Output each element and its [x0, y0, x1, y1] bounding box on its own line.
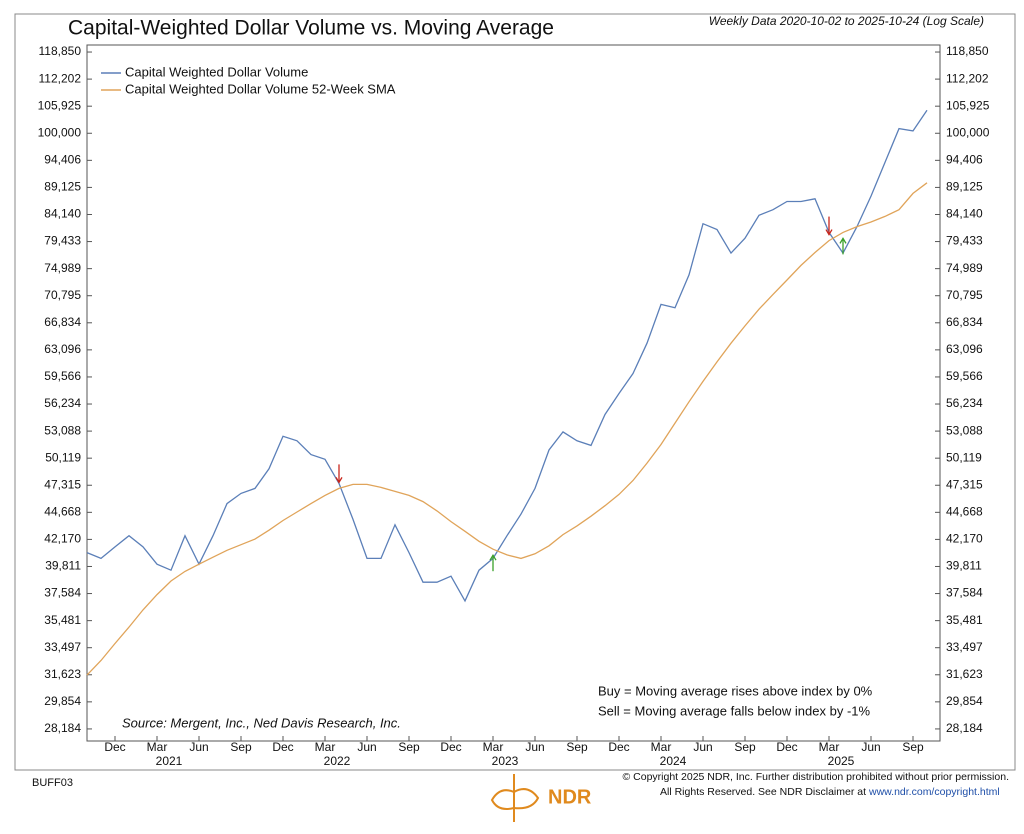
x-tick-label: Dec: [440, 740, 461, 754]
y2-tick-label: 79,433: [946, 234, 983, 248]
legend-label: Capital Weighted Dollar Volume 52-Week S…: [125, 81, 396, 96]
annotation: Sell = Moving average falls below index …: [598, 703, 871, 718]
y2-tick-label: 66,834: [946, 315, 983, 329]
x-tick-label: Mar: [147, 740, 168, 754]
x-tick-label: Dec: [272, 740, 293, 754]
chart-code: BUFF03: [32, 777, 73, 789]
x-tick-label: Jun: [525, 740, 544, 754]
y-tick-label: 47,315: [44, 477, 81, 491]
y-tick-label: 29,854: [44, 694, 81, 708]
annotation: Buy = Moving average rises above index b…: [598, 683, 873, 698]
x-tick-label: Sep: [230, 740, 252, 754]
y-tick-label: 28,184: [44, 721, 81, 735]
year-label: 2022: [324, 754, 351, 768]
y-tick-label: 63,096: [44, 342, 81, 356]
plot-area: [86, 44, 941, 742]
source: Source: Mergent, Inc., Ned Davis Researc…: [122, 715, 401, 730]
y2-tick-label: 63,096: [946, 342, 983, 356]
y-tick-label: 50,119: [45, 450, 81, 464]
frame: [14, 13, 1016, 771]
y-tick-label: 100,000: [38, 125, 82, 139]
chart-title: Capital-Weighted Dollar Volume vs. Movin…: [68, 17, 554, 40]
x-tick-label: Dec: [776, 740, 797, 754]
y2-tick-label: 59,566: [946, 369, 983, 383]
y2-tick-label: 74,989: [946, 261, 983, 275]
chart-subtitle: Weekly Data 2020-10-02 to 2025-10-24 (Lo…: [709, 14, 984, 28]
y2-tick-label: 112,202: [946, 71, 989, 85]
buy-arrow-head: [839, 237, 847, 244]
x-tick-label: Dec: [608, 740, 629, 754]
x-tick-label: Sep: [734, 740, 756, 754]
y2-tick-label: 37,584: [946, 586, 983, 600]
sell-arrow-head: [335, 477, 343, 484]
x-tick-label: Jun: [189, 740, 208, 754]
x-tick-label: Dec: [104, 740, 125, 754]
logo: NDR: [490, 774, 592, 822]
x-tick-label: Jun: [861, 740, 880, 754]
y-tick-label: 112,202: [39, 71, 82, 85]
y2-tick-label: 28,184: [946, 721, 983, 735]
y-tick-label: 84,140: [44, 207, 81, 221]
y-tick-label: 79,433: [44, 234, 81, 248]
series-line: [86, 182, 928, 676]
sell-arrow-head: [825, 229, 833, 236]
legend-label: Capital Weighted Dollar Volume: [125, 64, 308, 79]
y2-tick-label: 56,234: [946, 396, 983, 410]
y-tick-label: 70,795: [44, 288, 81, 302]
y-tick-label: 59,566: [44, 369, 81, 383]
logo-text: NDR: [548, 786, 592, 808]
y2-tick-label: 94,406: [946, 153, 983, 167]
y2-tick-label: 29,854: [946, 694, 983, 708]
x-tick-label: Mar: [819, 740, 840, 754]
y2-tick-label: 100,000: [946, 125, 990, 139]
copyright: © Copyright 2025 NDR, Inc. Further distr…: [623, 771, 1010, 783]
rights: All Rights Reserved. See NDR Disclaimer …: [660, 786, 866, 798]
year-label: 2025: [828, 754, 855, 768]
x-tick-label: Jun: [357, 740, 376, 754]
y-tick-label: 37,584: [44, 586, 81, 600]
x-tick-label: Sep: [398, 740, 420, 754]
year-label: 2021: [156, 754, 183, 768]
x-tick-label: Mar: [651, 740, 672, 754]
series-line: [86, 109, 928, 603]
x-tick-label: Sep: [566, 740, 588, 754]
y2-tick-label: 89,125: [946, 180, 983, 194]
y2-tick-label: 50,119: [946, 450, 982, 464]
y-tick-label: 33,497: [44, 640, 81, 654]
y2-tick-label: 39,811: [946, 559, 982, 573]
x-tick-label: Sep: [902, 740, 924, 754]
x-tick-label: Mar: [315, 740, 336, 754]
y-tick-label: 74,989: [44, 261, 81, 275]
year-label: 2024: [660, 754, 687, 768]
y2-tick-label: 31,623: [946, 667, 983, 681]
y2-tick-label: 53,088: [946, 423, 983, 437]
y2-tick-label: 84,140: [946, 207, 983, 221]
y2-tick-label: 44,668: [946, 505, 983, 519]
y2-tick-label: 35,481: [946, 613, 983, 627]
y2-tick-label: 42,170: [946, 532, 983, 546]
y-tick-label: 56,234: [44, 396, 81, 410]
y2-tick-label: 70,795: [946, 288, 983, 302]
y2-tick-label: 33,497: [946, 640, 983, 654]
disclaimer-link[interactable]: www.ndr.com/copyright.html: [868, 786, 1000, 798]
y-tick-label: 94,406: [44, 153, 81, 167]
year-label: 2023: [492, 754, 519, 768]
y-tick-label: 66,834: [44, 315, 81, 329]
y-tick-label: 89,125: [44, 180, 81, 194]
y-tick-label: 42,170: [44, 532, 81, 546]
y-tick-label: 39,811: [45, 559, 81, 573]
y-tick-label: 105,925: [38, 98, 82, 112]
y2-tick-label: 47,315: [946, 477, 983, 491]
y2-tick-label: 118,850: [946, 44, 989, 58]
y2-tick-label: 105,925: [946, 98, 990, 112]
y-tick-label: 118,850: [39, 44, 82, 58]
y-tick-label: 31,623: [44, 667, 81, 681]
y-tick-label: 53,088: [44, 423, 81, 437]
buy-arrow-head: [489, 553, 497, 561]
x-tick-label: Mar: [483, 740, 504, 754]
x-tick-label: Jun: [693, 740, 712, 754]
y-tick-label: 44,668: [44, 505, 81, 519]
y-tick-label: 35,481: [44, 613, 81, 627]
